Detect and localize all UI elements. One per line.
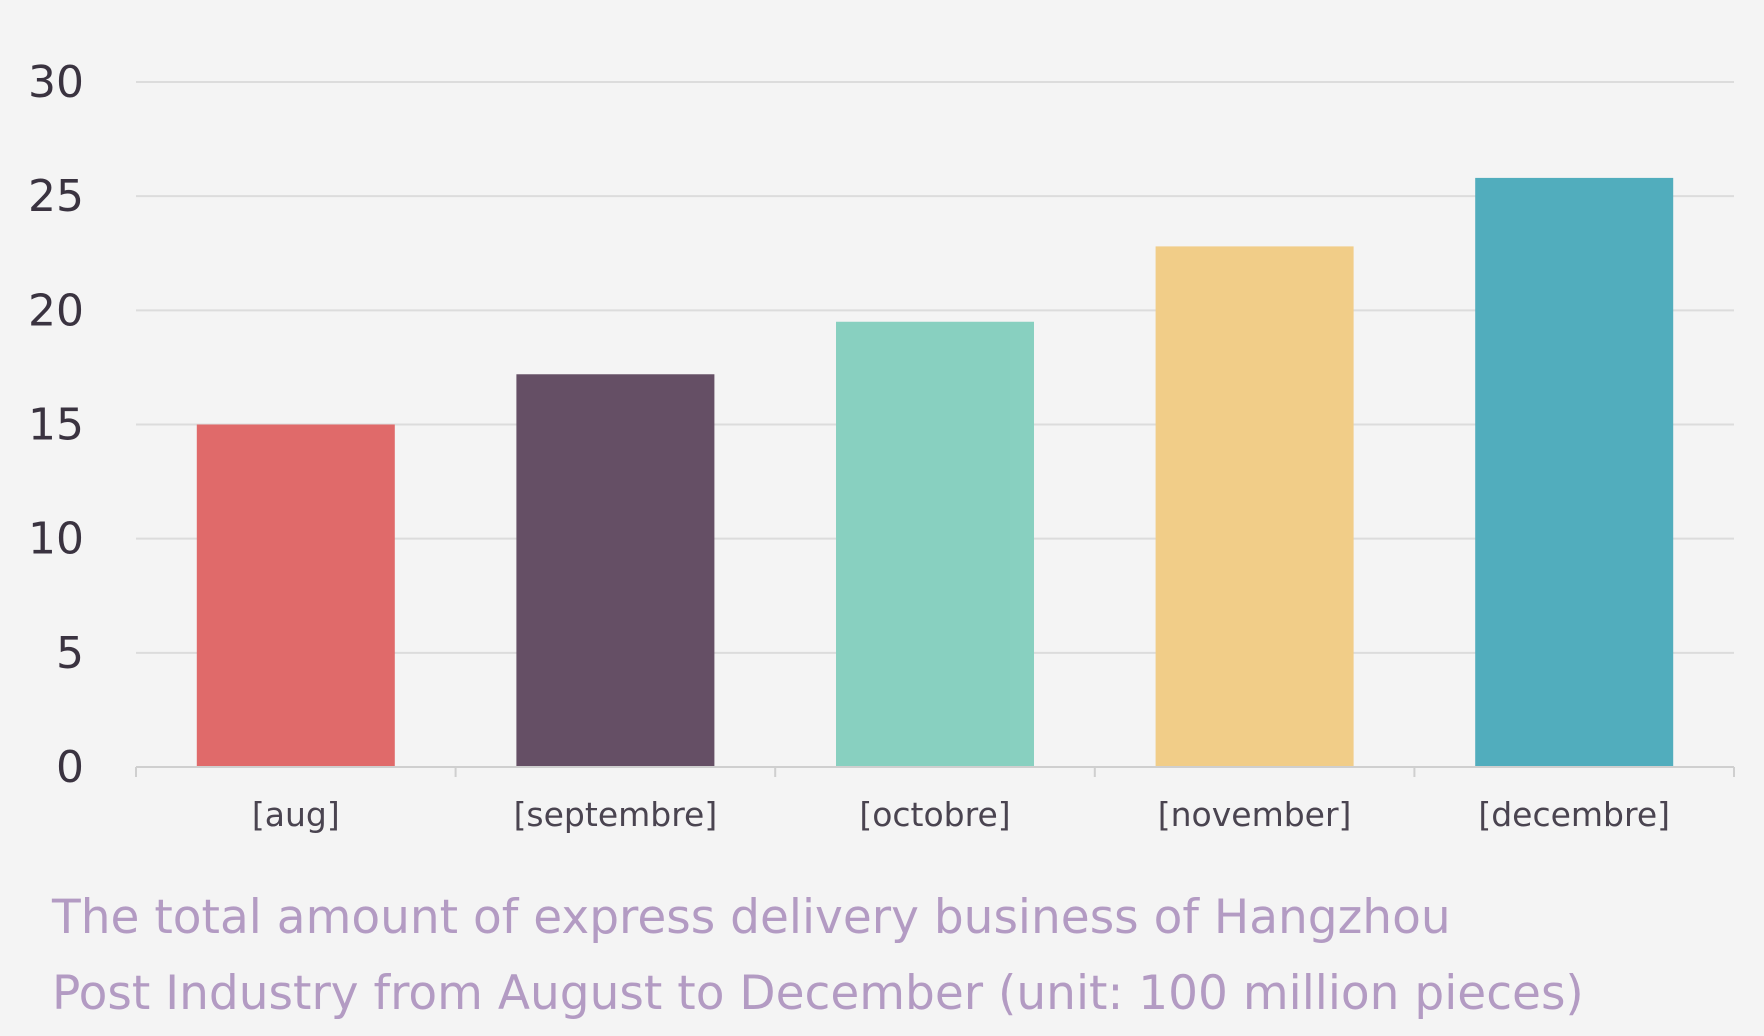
y-tick-label: 25 [28,171,84,222]
y-tick-label: 15 [28,400,84,451]
bar [196,424,395,767]
y-tick-label: 20 [28,285,84,336]
x-axis-category-labels: [aug] [septembre] [octobre] [november] [dece… [252,795,1670,834]
y-tick-label: 0 [56,742,84,793]
x-category-label: [decembre] [1478,795,1670,834]
chart-canvas: 0 5 10 15 20 25 30 [aug] [septembre] [octobre] [n… [28,57,1735,834]
y-tick-label: 5 [56,628,84,679]
caption-line-1: The total amount of express delivery bus… [52,890,1451,945]
bar [1475,177,1674,767]
x-category-label: [octobre] [859,795,1010,834]
x-category-label: [septembre] [514,795,718,834]
y-tick-label: 10 [28,514,84,565]
bars [196,177,1674,767]
bar [836,321,1034,767]
bar-chart: 0 5 10 15 20 25 30 [aug] [septembre] [octobre] [n… [28,57,1735,834]
caption-line-2: Post Industry from August to December (u… [52,966,1584,1021]
y-tick-label: 30 [28,57,84,108]
chart-caption: The total amount of express delivery bus… [52,880,1732,1032]
bar [1155,246,1354,767]
y-axis-tick-labels: 0 5 10 15 20 25 30 [28,57,84,793]
x-category-label: [aug] [252,795,340,834]
x-axis [135,766,1735,777]
bar [516,374,715,767]
x-category-label: [november] [1158,795,1352,834]
